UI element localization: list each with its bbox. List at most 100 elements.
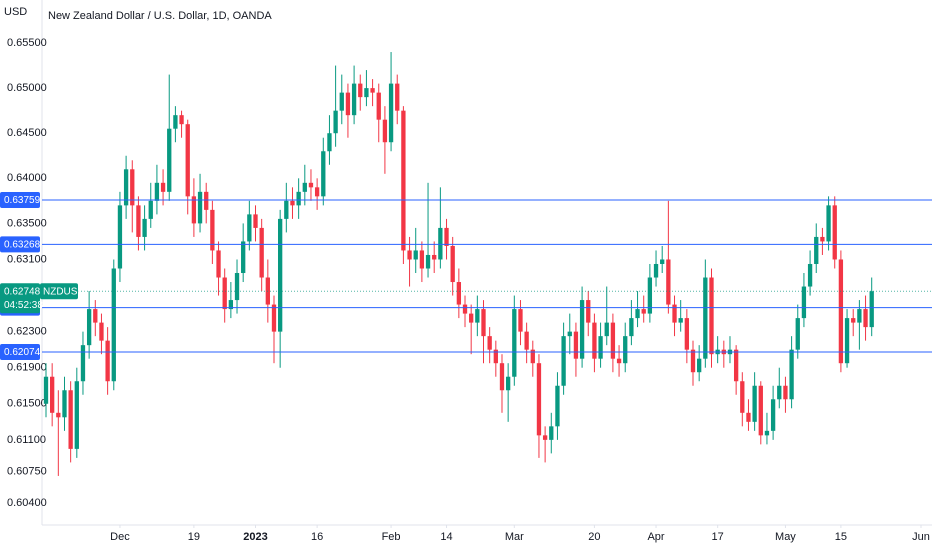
candle-body	[351, 83, 357, 116]
candle-body	[339, 92, 344, 111]
candle-body	[216, 250, 221, 278]
current-price-box	[0, 283, 40, 314]
y-tick-label: 0.60750	[7, 465, 47, 477]
candle-body	[703, 277, 708, 359]
candle-body	[740, 381, 745, 413]
candle-body	[432, 254, 437, 260]
candle-body	[616, 358, 622, 364]
candle-body	[204, 191, 209, 210]
candle-body	[746, 412, 751, 422]
y-tick-label: 0.64000	[7, 172, 47, 184]
candle-body	[419, 250, 425, 269]
y-tick-label: 0.61500	[7, 398, 47, 410]
candle-body	[672, 304, 677, 323]
candle-body	[777, 385, 782, 400]
level-label: 0.62074	[4, 347, 41, 358]
candle-body	[105, 340, 110, 382]
candle-body	[542, 435, 548, 440]
x-tick-label: 20	[588, 531, 600, 543]
candle-body	[290, 200, 295, 206]
candle-body	[425, 254, 431, 269]
candle-body	[709, 277, 714, 355]
candle-body	[462, 304, 468, 314]
y-tick-label: 0.60400	[7, 497, 47, 509]
candle-body	[130, 169, 135, 206]
candle-body	[783, 385, 788, 400]
y-tick-label: 0.65000	[7, 82, 47, 94]
candle-body	[820, 236, 825, 242]
y-tick-label: 0.63100	[7, 253, 47, 265]
candle-body	[167, 128, 172, 192]
candle-body	[111, 268, 116, 382]
x-tick-label: 15	[835, 531, 847, 543]
candle-body	[555, 385, 560, 427]
candle-body	[561, 336, 566, 386]
x-tick-label: Feb	[382, 531, 401, 543]
level-label-box	[0, 236, 40, 253]
candle-body	[450, 245, 455, 283]
candle-body	[407, 250, 412, 260]
candle-body	[333, 110, 338, 134]
candle-body	[752, 385, 757, 422]
y-tick-label: 0.61900	[7, 362, 47, 374]
candle-body	[142, 218, 147, 237]
candle-body	[573, 331, 579, 359]
candle-body	[86, 309, 92, 346]
candle-body	[222, 277, 227, 310]
candle-body	[567, 331, 572, 337]
candle-body	[197, 191, 203, 224]
candle-body	[579, 300, 585, 359]
y-tick-label: 0.65500	[7, 37, 47, 49]
x-tick-label: Apr	[647, 531, 664, 543]
candle-body	[191, 196, 197, 224]
y-tick-label: 0.61100	[7, 434, 46, 446]
candle-body	[210, 209, 215, 251]
candle-body	[851, 318, 856, 323]
candle-body	[68, 390, 73, 449]
candle-body	[345, 92, 351, 116]
candle-body	[635, 309, 640, 319]
candle-body	[770, 399, 776, 431]
candle-body	[653, 263, 659, 278]
candle-body	[487, 336, 492, 350]
candle-body	[549, 426, 554, 440]
candle-body	[401, 110, 406, 251]
candle-body	[277, 218, 283, 332]
candle-body	[678, 318, 683, 323]
candle-body	[857, 309, 862, 323]
candle-body	[308, 182, 314, 188]
y-tick-label: 0.62300	[7, 326, 47, 338]
candle-body	[148, 200, 153, 219]
candle-body	[733, 349, 739, 382]
x-tick-label: Jun	[912, 531, 930, 543]
candle-body	[536, 363, 542, 436]
candle-body	[641, 309, 646, 314]
x-tick-label: 14	[440, 531, 452, 543]
symbol-box	[40, 283, 78, 300]
candle-body	[530, 349, 535, 364]
candle-body	[789, 349, 794, 400]
candle-body	[610, 322, 616, 359]
candle-body	[838, 259, 844, 364]
candle-body	[505, 376, 511, 391]
symbol-label: NZDUSD	[43, 286, 85, 297]
candle-body	[388, 83, 394, 143]
candle-body	[234, 273, 240, 301]
x-tick-label: 17	[712, 531, 724, 543]
x-tick-label: 2023	[243, 531, 267, 543]
x-tick-label: Mar	[505, 531, 524, 543]
candle-body	[56, 412, 61, 418]
candle-body	[604, 322, 609, 337]
candle-body	[376, 92, 381, 120]
candle-body	[623, 336, 628, 364]
candle-body	[160, 182, 166, 192]
candle-body	[50, 376, 55, 413]
candle-body	[62, 390, 67, 418]
candle-body	[764, 430, 770, 436]
candle-body	[795, 318, 800, 350]
candle-body	[807, 263, 813, 287]
candle-body	[592, 322, 597, 359]
candle-body	[123, 169, 129, 206]
x-tick-label: 16	[311, 531, 323, 543]
candle-body	[247, 214, 252, 242]
